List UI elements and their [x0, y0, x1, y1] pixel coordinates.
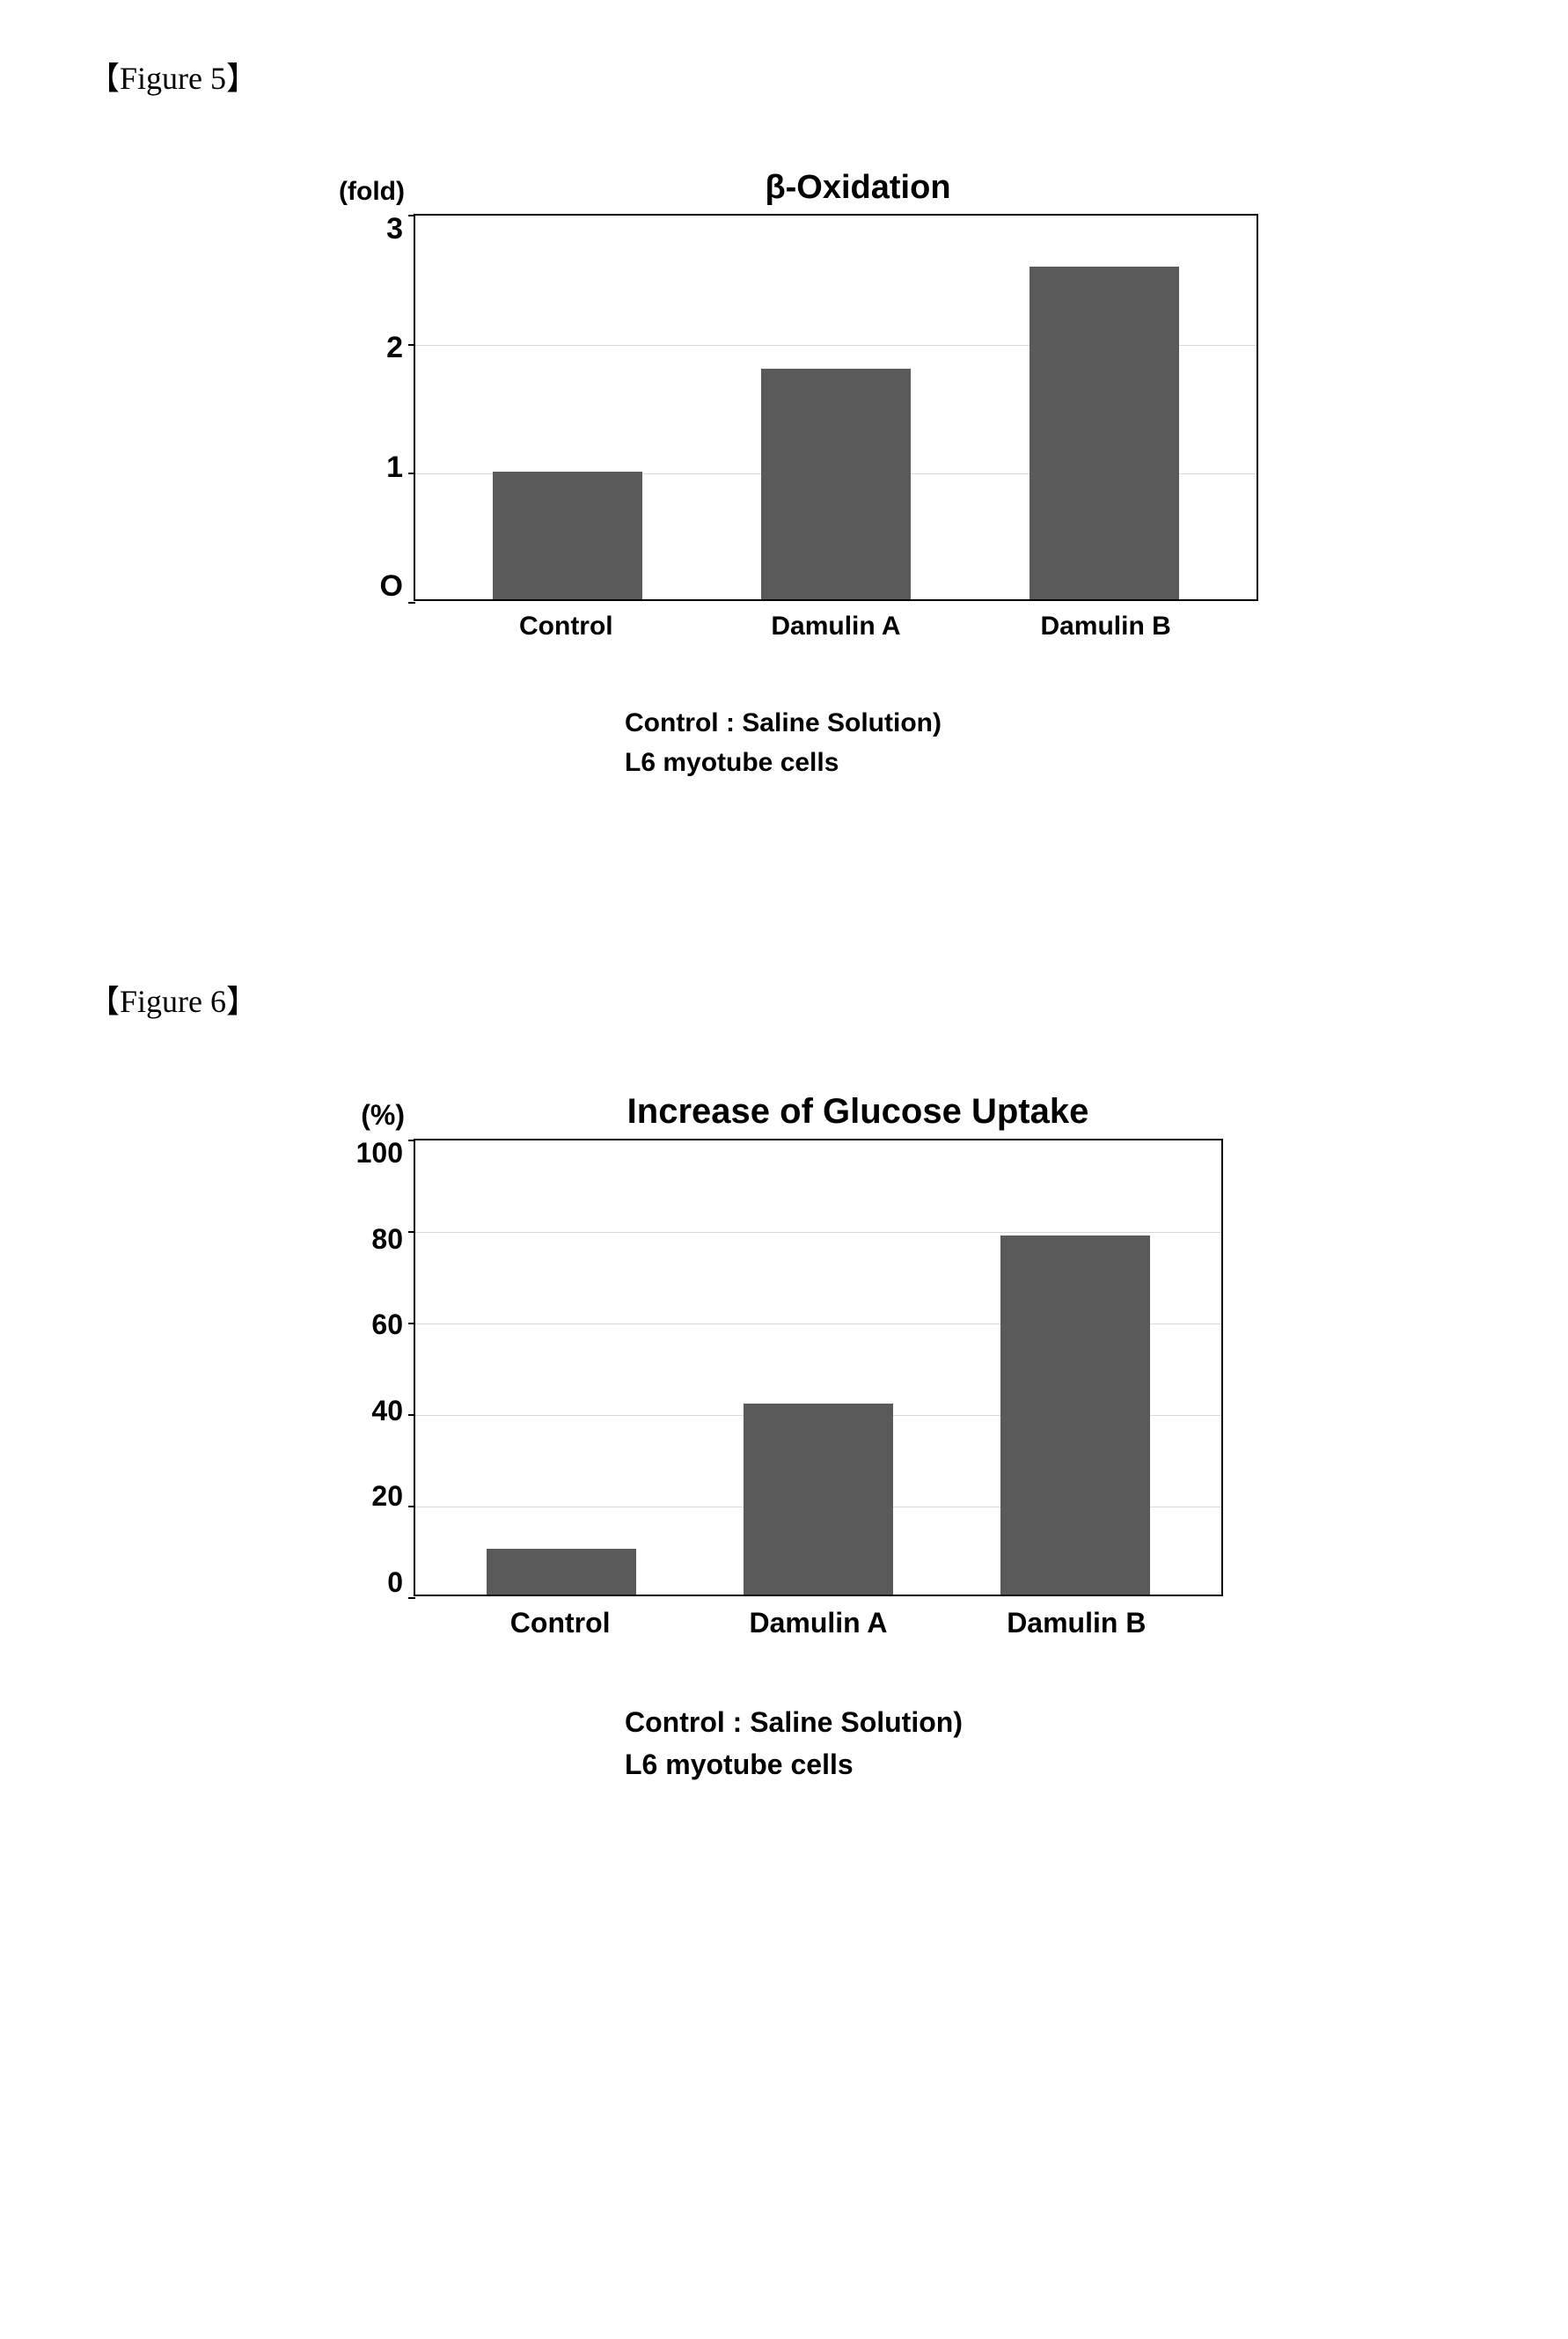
y-axis-label: (%): [334, 1099, 414, 1132]
chart-title: Increase of Glucose Uptake: [414, 1092, 1302, 1132]
chart: (fold)β-Oxidation 3 2 1 O Control Damulin A Dam…: [334, 169, 1302, 782]
y-tick-label: O: [380, 571, 403, 601]
chart-caption: Control : Saline Solution)L6 myotube cel…: [625, 703, 1302, 782]
y-tick-label: 0: [387, 1568, 403, 1596]
y-axis-label: (fold): [334, 177, 414, 207]
y-tick-label: 2: [386, 333, 403, 363]
bar: [744, 1140, 893, 1595]
y-tick-label: 100: [356, 1139, 403, 1167]
figure-label: 【Figure 6】: [88, 976, 1480, 1022]
y-tick-label: 3: [386, 214, 403, 244]
bar-rect: [761, 369, 911, 599]
chart-title: β-Oxidation: [414, 169, 1302, 207]
y-tick-label: 80: [371, 1225, 403, 1253]
y-tick-mark: [408, 1140, 415, 1141]
y-tick-label: 40: [371, 1397, 403, 1425]
caption-line: Control : Saline Solution): [625, 1701, 1302, 1743]
y-tick-mark: [408, 602, 415, 604]
y-tick-mark: [408, 473, 415, 474]
bar-rect: [487, 1549, 636, 1595]
x-axis: Control Damulin A Damulin B: [414, 601, 1258, 642]
y-tick-mark: [408, 1506, 415, 1507]
y-tick-mark: [408, 1597, 415, 1599]
x-tick-label: Damulin A: [735, 612, 937, 642]
y-axis: 100 80 60 40 20 0: [334, 1139, 414, 1596]
caption-line: L6 myotube cells: [625, 1743, 1302, 1785]
bar: [493, 216, 642, 599]
figure-block: 【Figure 6】(%)Increase of Glucose Uptake1…: [88, 976, 1480, 1785]
bar-rect: [1029, 267, 1179, 599]
chart: (%)Increase of Glucose Uptake 100 80 60 40 20…: [334, 1092, 1302, 1785]
x-tick-label: Control: [465, 612, 667, 642]
figure-label: 【Figure 5】: [88, 53, 1480, 99]
y-tick-label: 20: [371, 1482, 403, 1510]
caption-line: L6 myotube cells: [625, 743, 1302, 782]
y-tick-mark: [408, 1414, 415, 1416]
chart-caption: Control : Saline Solution)L6 myotube cel…: [625, 1701, 1302, 1785]
y-tick-mark: [408, 1231, 415, 1233]
bar-rect: [493, 472, 642, 599]
y-tick-label: 60: [371, 1310, 403, 1338]
bar: [1029, 216, 1179, 599]
bar-rect: [744, 1404, 893, 1595]
y-tick-mark: [408, 344, 415, 346]
x-tick-label: Damulin B: [1005, 612, 1207, 642]
x-tick-label: Damulin A: [717, 1607, 920, 1639]
y-tick-label: 1: [386, 452, 403, 482]
bar: [487, 1140, 636, 1595]
bar: [1000, 1140, 1150, 1595]
y-axis: 3 2 1 O: [334, 214, 414, 601]
x-tick-label: Control: [459, 1607, 662, 1639]
bars-container: [415, 1140, 1221, 1595]
bars-container: [415, 216, 1257, 599]
x-axis: Control Damulin A Damulin B: [414, 1596, 1223, 1639]
y-tick-mark: [408, 215, 415, 216]
plot-area: [414, 214, 1258, 601]
x-tick-label: Damulin B: [975, 1607, 1177, 1639]
caption-line: Control : Saline Solution): [625, 703, 1302, 743]
plot-area: [414, 1139, 1223, 1596]
y-tick-mark: [408, 1323, 415, 1324]
figure-block: 【Figure 5】 (fold)β-Oxidation 3 2 1 O Control Da…: [88, 53, 1480, 782]
bar-rect: [1000, 1235, 1150, 1595]
bar: [761, 216, 911, 599]
